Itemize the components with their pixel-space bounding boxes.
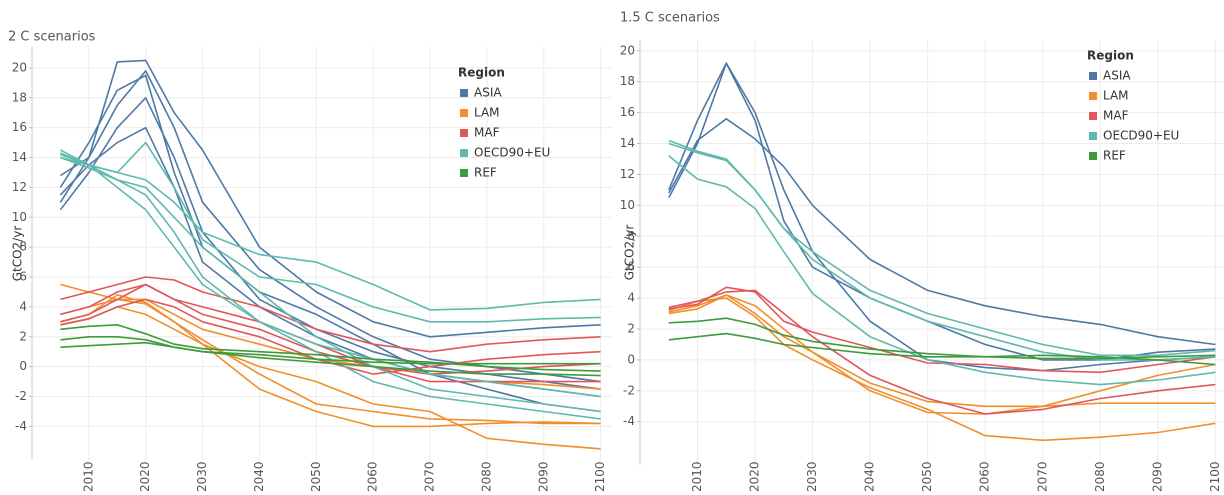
legend-label: REF bbox=[474, 166, 497, 180]
legend-label: ASIA bbox=[474, 86, 502, 100]
legend-title: Region bbox=[458, 66, 505, 80]
scenario-line bbox=[668, 118, 1216, 346]
scenario-line bbox=[60, 152, 601, 398]
scenario-line bbox=[668, 139, 1216, 357]
scenario-line bbox=[668, 142, 1216, 361]
scenario-line bbox=[60, 283, 601, 375]
y-tick-label: 16 bbox=[620, 105, 635, 119]
x-tick-label: 2090 bbox=[536, 461, 550, 492]
scenario-line bbox=[668, 286, 1216, 374]
legend-label: MAF bbox=[1103, 109, 1129, 123]
x-tick-label: 2090 bbox=[1150, 461, 1164, 492]
y-tick-label: -2 bbox=[623, 383, 635, 397]
scenario-line bbox=[60, 294, 601, 428]
scenario-line bbox=[60, 324, 601, 372]
y-tick-label: 4 bbox=[627, 291, 635, 305]
legend-label: REF bbox=[1103, 149, 1126, 163]
legend-swatch bbox=[460, 109, 468, 117]
x-tick-label: 2020 bbox=[748, 461, 762, 492]
y-tick-label: 6 bbox=[627, 260, 635, 274]
y-tick-label: -2 bbox=[15, 389, 27, 403]
y-tick-label: 12 bbox=[620, 167, 635, 181]
x-tick-label: 2100 bbox=[1208, 461, 1222, 492]
scenario-line bbox=[668, 62, 1216, 361]
plot-area bbox=[668, 62, 1216, 442]
x-tick-label: 2060 bbox=[366, 461, 380, 492]
legend-swatch bbox=[1089, 112, 1097, 120]
legend-label: OECD90+EU bbox=[1103, 129, 1179, 143]
legend-label: LAM bbox=[474, 106, 500, 120]
y-tick-label: 14 bbox=[620, 136, 635, 150]
y-tick-label: -4 bbox=[15, 419, 27, 433]
x-tick-label: 2010 bbox=[81, 461, 95, 492]
x-tick-label: 2100 bbox=[593, 461, 607, 492]
scenario-line bbox=[59, 97, 601, 390]
scenario-line bbox=[60, 298, 601, 375]
legend-swatch bbox=[1089, 132, 1097, 140]
legend-swatch bbox=[1089, 152, 1097, 160]
y-axis-label: GtCO2/yr bbox=[623, 225, 637, 281]
x-tick-label: 2060 bbox=[978, 461, 992, 492]
x-tick-label: 2030 bbox=[195, 461, 209, 492]
scenario-line bbox=[60, 341, 601, 365]
scenario-line bbox=[668, 294, 1216, 415]
legend-label: OECD90+EU bbox=[474, 146, 550, 160]
x-tick-label: 2070 bbox=[423, 461, 437, 492]
y-tick-label: 20 bbox=[12, 60, 27, 74]
y-tick-label: 18 bbox=[620, 74, 635, 88]
plot-area bbox=[59, 59, 601, 450]
x-tick-label: 2080 bbox=[1093, 461, 1107, 492]
scenario-line bbox=[668, 289, 1216, 415]
y-tick-label: 10 bbox=[620, 198, 635, 212]
scenario-line bbox=[668, 332, 1216, 366]
y-tick-label: 18 bbox=[12, 90, 27, 104]
scenario-line bbox=[59, 59, 601, 338]
y-tick-label: 6 bbox=[19, 270, 27, 284]
y-tick-label: 0 bbox=[627, 352, 635, 366]
legend-swatch bbox=[460, 149, 468, 157]
x-tick-label: 2040 bbox=[863, 461, 877, 492]
legend-swatch bbox=[1089, 92, 1097, 100]
y-tick-label: 14 bbox=[12, 150, 27, 164]
legend-label: MAF bbox=[474, 126, 500, 140]
y-tick-label: 10 bbox=[12, 210, 27, 224]
chart-title: 2 C scenarios bbox=[8, 30, 96, 45]
legend-label: ASIA bbox=[1103, 69, 1131, 83]
legend-swatch bbox=[460, 89, 468, 97]
scenario-line bbox=[60, 336, 601, 377]
y-tick-label: 16 bbox=[12, 120, 27, 134]
x-tick-label: 2030 bbox=[805, 461, 819, 492]
x-tick-label: 2020 bbox=[138, 461, 152, 492]
legend-label: LAM bbox=[1103, 89, 1129, 103]
y-tick-label: 20 bbox=[620, 43, 635, 57]
y-axis-label: GtCO2/yr bbox=[11, 226, 25, 282]
x-tick-label: 2040 bbox=[252, 461, 266, 492]
legend-swatch bbox=[1089, 72, 1097, 80]
y-tick-label: 8 bbox=[627, 229, 635, 243]
x-tick-label: 2010 bbox=[690, 461, 704, 492]
scenario-line bbox=[60, 276, 601, 353]
legend-title: Region bbox=[1087, 49, 1134, 63]
scenario-line bbox=[668, 155, 1216, 386]
scenario-line bbox=[668, 297, 1216, 442]
y-tick-label: 2 bbox=[19, 329, 27, 343]
y-tick-label: 0 bbox=[19, 359, 27, 373]
y-tick-label: 8 bbox=[19, 240, 27, 254]
scenario-line bbox=[668, 317, 1216, 360]
x-tick-label: 2070 bbox=[1035, 461, 1049, 492]
y-tick-label: 2 bbox=[627, 322, 635, 336]
y-tick-label: 4 bbox=[19, 299, 27, 313]
scenario-line bbox=[60, 141, 601, 323]
scenario-line bbox=[60, 156, 601, 420]
y-tick-label: 12 bbox=[12, 180, 27, 194]
x-tick-label: 2050 bbox=[920, 461, 934, 492]
legend-swatch bbox=[460, 169, 468, 177]
x-tick-label: 2050 bbox=[309, 461, 323, 492]
legend-swatch bbox=[460, 129, 468, 137]
y-tick-label: -4 bbox=[623, 414, 635, 428]
scenario-line bbox=[668, 294, 1216, 408]
chart-title: 1.5 C scenarios bbox=[620, 11, 720, 26]
x-tick-label: 2080 bbox=[479, 461, 493, 492]
